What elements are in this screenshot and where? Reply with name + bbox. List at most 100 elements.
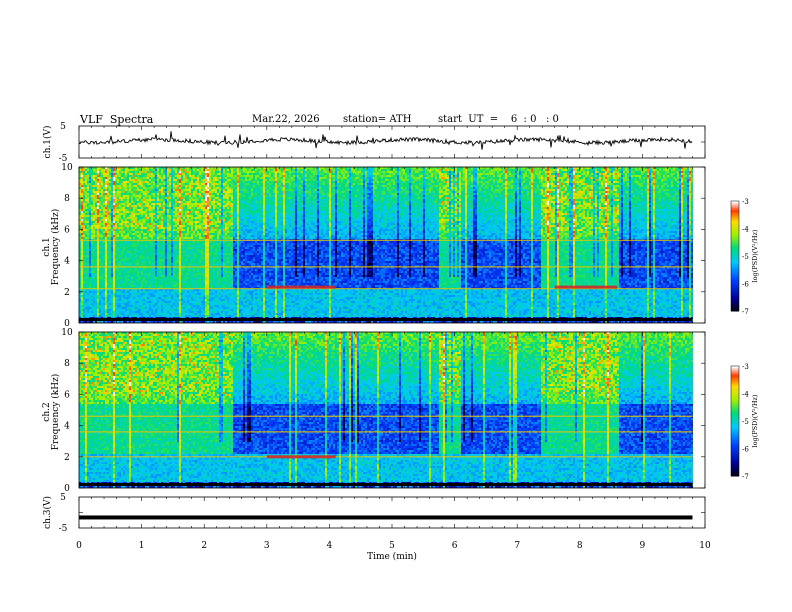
spectrogram-cell — [163, 231, 165, 233]
spectrogram-cell — [159, 271, 161, 273]
spectrogram-cell — [121, 301, 123, 303]
spectrogram-cell — [165, 169, 167, 171]
spectrogram-cell — [125, 237, 127, 239]
spectrogram-cell — [175, 249, 177, 251]
spectrogram-cell — [167, 231, 169, 233]
spectrogram-cell — [159, 195, 161, 197]
spectrogram-cell — [175, 297, 177, 299]
spectrogram-cell — [143, 217, 145, 219]
spectrogram-cell — [125, 175, 127, 177]
spectrogram-cell — [99, 295, 101, 297]
spectrogram-cell — [175, 237, 177, 239]
spectrogram-cell — [191, 237, 193, 239]
spectrogram-cell — [161, 203, 163, 205]
spectrogram-cell — [153, 235, 155, 237]
spectrogram-cell — [139, 193, 141, 195]
spectrogram-cell — [81, 241, 83, 243]
spectrogram-cell — [167, 249, 169, 251]
spectrogram-cell — [115, 209, 117, 211]
spectrogram-cell — [87, 199, 89, 201]
spectrogram-cell — [187, 183, 189, 185]
spectrogram-cell — [153, 275, 155, 277]
spectrogram-cell — [145, 171, 147, 173]
spectrogram-cell — [131, 215, 133, 217]
spectrogram-cell — [91, 227, 93, 229]
spectrogram-cell — [107, 295, 109, 297]
spectrogram-cell — [83, 187, 85, 189]
spectrogram-cell — [85, 229, 87, 231]
spectrogram-cell — [115, 279, 117, 281]
spectrogram-cell — [97, 259, 99, 261]
spectrogram-cell — [137, 193, 139, 195]
spectrogram-cell — [159, 275, 161, 277]
spectrogram-cell — [107, 303, 109, 305]
spectrogram-cell — [109, 169, 111, 171]
spectrogram-cell — [181, 253, 183, 255]
spectrogram-cell — [139, 207, 141, 209]
spectrogram-cell — [189, 197, 191, 199]
spectrogram-cell — [97, 203, 99, 205]
spectrogram-cell — [159, 233, 161, 235]
spectrogram-cell — [183, 227, 185, 229]
spectrogram-cell — [191, 269, 193, 271]
spectrogram-cell — [141, 179, 143, 181]
spectrogram-cell — [175, 195, 177, 197]
spectrogram-cell — [91, 255, 93, 257]
spectrogram-cell — [181, 289, 183, 291]
spectrogram-cell — [87, 235, 89, 237]
spectrogram-cell — [195, 225, 197, 227]
spectrogram-cell — [127, 191, 129, 193]
spectrogram-cell — [163, 221, 165, 223]
spectrogram-cell — [189, 183, 191, 185]
spectrogram-cell — [129, 257, 131, 259]
spectrogram-cell — [147, 255, 149, 257]
spectrogram-cell — [157, 225, 159, 227]
spectrogram-cell — [155, 283, 157, 285]
spectrogram-cell — [85, 305, 87, 307]
spectrogram-cell — [143, 187, 145, 189]
spectrogram-cell — [173, 243, 175, 245]
spectrogram-cell — [189, 179, 191, 181]
spectrogram-cell — [155, 201, 157, 203]
spectrogram-cell — [137, 251, 139, 253]
spectrogram-cell — [165, 269, 167, 271]
spectrogram-cell — [169, 303, 171, 305]
spectrogram-cell — [149, 253, 151, 255]
spectrogram-cell — [127, 291, 129, 293]
spectrogram-cell — [193, 229, 195, 231]
spectrogram-cell — [199, 189, 201, 191]
spectrogram-cell — [123, 285, 125, 287]
spectrogram-cell — [81, 199, 83, 201]
spectrogram-cell — [105, 217, 107, 219]
spectrogram-cell — [177, 185, 179, 187]
spectrogram-cell — [163, 217, 165, 219]
spectrogram-cell — [91, 269, 93, 271]
spectrogram-cell — [95, 261, 97, 263]
spectrogram-cell — [139, 215, 141, 217]
spectrogram-cell — [107, 233, 109, 235]
spectrogram-cell — [115, 169, 117, 171]
spectrogram-cell — [83, 229, 85, 231]
spectrogram-cell — [93, 269, 95, 271]
spectrogram-cell — [141, 187, 143, 189]
spectrogram-cell — [183, 315, 185, 317]
spectrogram-cell — [137, 215, 139, 217]
spectrogram-cell — [185, 169, 187, 171]
spectrogram-cell — [87, 193, 89, 195]
spectrogram-cell — [183, 249, 185, 251]
spectrogram-cell — [163, 247, 165, 249]
spectrogram-cell — [121, 307, 123, 309]
spectrogram-cell — [125, 173, 127, 175]
spectrogram-cell — [165, 203, 167, 205]
spectrogram-cell — [169, 229, 171, 231]
spectrogram-cell — [93, 225, 95, 227]
spectrogram-cell — [151, 215, 153, 217]
spectrogram-cell — [193, 177, 195, 179]
spectrogram-cell — [181, 301, 183, 303]
spectrogram-cell — [179, 195, 181, 197]
spectrogram-cell — [189, 231, 191, 233]
spectrogram-cell — [157, 297, 159, 299]
spectrogram-cell — [165, 253, 167, 255]
spectrogram-cell — [155, 281, 157, 283]
spectrogram-cell — [153, 245, 155, 247]
